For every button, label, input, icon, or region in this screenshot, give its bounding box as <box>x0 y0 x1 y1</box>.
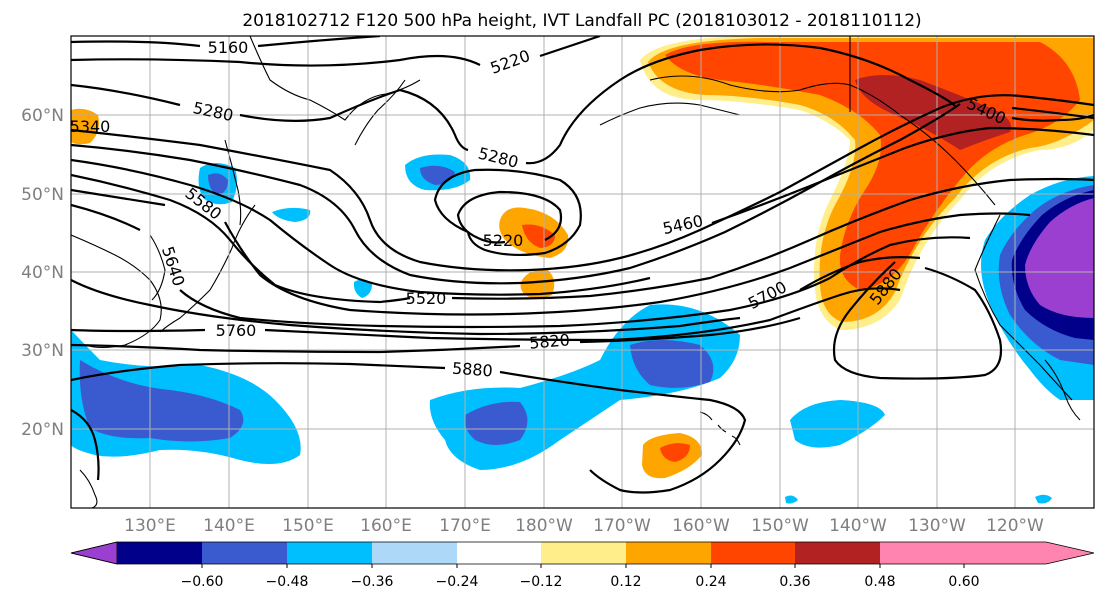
contour-5880-lower <box>71 409 100 481</box>
colorbar-ticks <box>201 564 965 568</box>
coast-mexico <box>1044 359 1081 421</box>
lon-label-160e: 160°E <box>360 516 412 536</box>
contour-5760 <box>71 287 901 342</box>
latitude-labels: 60°N 50°N 40°N 30°N 20°N <box>21 106 64 440</box>
height-contours <box>71 36 1094 494</box>
colorbar-outline <box>70 541 1095 565</box>
ivt-blob-midlat <box>520 269 555 299</box>
lon-label-130e: 130°E <box>124 516 176 536</box>
lon-label-170e: 170°E <box>439 516 491 536</box>
ivt-neg-japan-sea-dark <box>208 173 228 196</box>
contour-label-5880-main: 5880 <box>451 359 493 381</box>
coast-japan <box>159 204 256 333</box>
map-frame <box>70 35 1095 509</box>
contour-label-5160: 5160 <box>208 38 249 57</box>
lat-label-50n: 50°N <box>21 185 64 205</box>
colorbar-tick-label: 0.12 <box>610 574 641 590</box>
colorbar-tick-label: 0.36 <box>779 574 810 590</box>
colorbar-tick-label: −0.36 <box>351 574 394 590</box>
ivt-neg-central-mid <box>630 340 714 388</box>
colorbar-tick-label: −0.60 <box>181 574 224 590</box>
lon-label-140w: 140°W <box>829 516 887 536</box>
ivt-neg-west-pacific-mid <box>79 360 244 442</box>
map-panel: 5160 5220 5280 5280 5220 5340 5400 5460 … <box>70 36 1094 508</box>
colorbar-tick-labels: −0.60 −0.48 −0.36 −0.24 −0.12 0.12 0.24 … <box>181 574 980 590</box>
colorbar-bin-2 <box>202 542 287 564</box>
gridlines <box>71 36 1094 508</box>
lon-label-170w: 170°W <box>593 516 651 536</box>
colorbar-tick-label: 0.24 <box>695 574 726 590</box>
colorbar-tick-label: −0.48 <box>266 574 309 590</box>
lon-label-180w: 180°W <box>515 516 573 536</box>
lon-label-130w: 130°W <box>908 516 966 536</box>
ivt-neg-east-purple <box>1025 198 1094 318</box>
ivt-neg-tiny-se <box>1035 494 1052 504</box>
colorbar-extend-high <box>964 542 1094 564</box>
ivt-neg-tiny-s <box>785 495 798 504</box>
lon-label-140e: 140°E <box>203 516 255 536</box>
lat-label-30n: 30°N <box>21 341 64 361</box>
contour-5220-north <box>71 36 601 67</box>
colorbar-bin-3 <box>287 542 372 564</box>
lat-label-20n: 20°N <box>21 420 64 440</box>
contour-5640 <box>71 203 971 329</box>
coast-north-america-west <box>974 214 1073 401</box>
coast-kamchatka <box>354 79 406 146</box>
colorbar-tick-label: −0.24 <box>436 574 479 590</box>
colorbar: −0.60 −0.48 −0.36 −0.24 −0.12 0.12 0.24 … <box>70 541 1095 590</box>
colorbar-tick-label: −0.12 <box>520 574 563 590</box>
contour-label-5520: 5520 <box>406 289 447 308</box>
colorbar-tick-label: 0.60 <box>948 574 979 590</box>
contour-5460 <box>71 126 1094 296</box>
ivt-neg-hawaii <box>790 400 885 448</box>
map-title: 2018102712 F120 500 hPa height, IVT Land… <box>242 11 921 31</box>
coast-asia-north <box>249 36 421 121</box>
contour-5880-main <box>71 362 747 494</box>
lat-label-40n: 40°N <box>21 263 64 283</box>
coast-aleutians <box>599 102 741 126</box>
lat-label-60n: 60°N <box>21 106 64 126</box>
contour-label-5340: 5340 <box>70 117 111 136</box>
contour-5160 <box>71 36 381 48</box>
colorbar-bin-7 <box>626 542 711 564</box>
contour-label-5220-low: 5220 <box>483 231 524 250</box>
ivt-neg-small-2 <box>353 279 372 298</box>
contour-label-5760: 5760 <box>216 321 257 340</box>
colorbar-bin-9 <box>795 542 880 564</box>
colorbar-bin-4 <box>372 542 457 564</box>
colorbar-bin-10 <box>880 542 964 564</box>
ivt-neg-central-left <box>464 401 528 445</box>
ivt-blob-kamchatka <box>71 108 99 145</box>
longitude-labels: 130°E 140°E 150°E 160°E 170°E 180°W 170°… <box>124 516 1044 536</box>
coast-philippines <box>79 469 98 508</box>
contour-5880-east <box>832 261 1003 380</box>
colorbar-bin-6 <box>541 542 626 564</box>
colorbar-tick-label: 0.48 <box>864 574 895 590</box>
lon-label-150w: 150°W <box>751 516 809 536</box>
colorbar-bin-8 <box>711 542 795 564</box>
ivt-blob-west-pacific-red <box>522 224 555 248</box>
colorbar-extend-low <box>70 541 118 565</box>
colorbar-bin-1 <box>117 542 202 564</box>
coast-korea <box>149 234 166 301</box>
ivt-neg-small-1 <box>272 207 311 222</box>
ivt-negative-shading <box>71 154 1094 504</box>
lon-label-150e: 150°E <box>282 516 334 536</box>
contour-5280-north <box>71 43 1094 165</box>
contour-5340 <box>71 94 1094 272</box>
lon-label-160w: 160°W <box>672 516 730 536</box>
ivt-blob-subtropical-red <box>660 443 690 462</box>
contour-5700 <box>71 256 921 336</box>
colorbar-bin-5 <box>457 542 541 564</box>
contour-5820 <box>71 316 801 354</box>
contour-5280-low <box>433 168 582 257</box>
contour-label-5820: 5820 <box>528 330 570 352</box>
lon-label-120w: 120°W <box>986 516 1044 536</box>
contour-5220-low <box>456 190 563 244</box>
contour-5580 <box>71 188 1031 316</box>
